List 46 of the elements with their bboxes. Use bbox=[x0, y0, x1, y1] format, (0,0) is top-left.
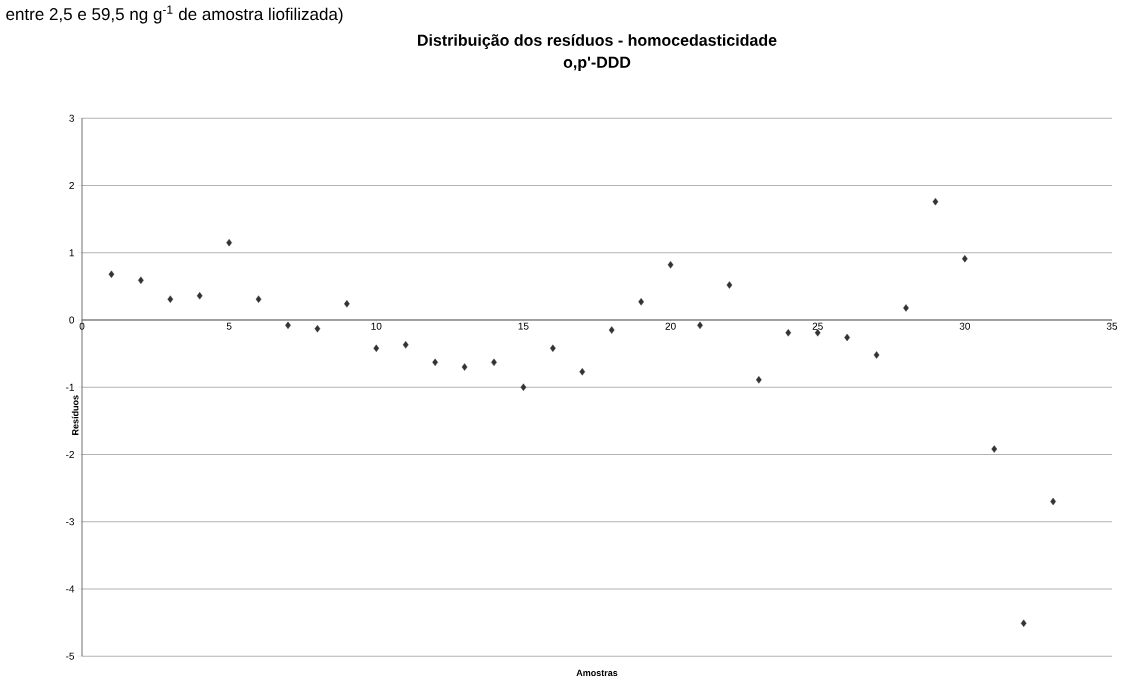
point bbox=[579, 368, 586, 376]
x-tick-label: 10 bbox=[371, 322, 382, 330]
y-tick-label: 3 bbox=[69, 114, 75, 122]
point bbox=[962, 255, 968, 263]
point bbox=[756, 376, 762, 384]
point bbox=[932, 197, 939, 206]
point bbox=[1020, 619, 1027, 627]
point bbox=[667, 261, 674, 269]
point bbox=[873, 351, 880, 359]
x-tick-label: 30 bbox=[959, 322, 971, 330]
y-tick-label: -2 bbox=[66, 451, 74, 458]
x-tick-label: 25 bbox=[812, 322, 823, 330]
chart-subtitle: o,p'-DDD bbox=[563, 56, 631, 72]
x-tick-label: 0 bbox=[79, 322, 85, 330]
x-axis-title: Amostras bbox=[576, 669, 618, 677]
y-tick-label: -3 bbox=[66, 518, 75, 526]
y-tick-label: -5 bbox=[66, 652, 75, 660]
point bbox=[196, 292, 203, 300]
x-tick-label: 35 bbox=[1106, 322, 1118, 330]
point bbox=[903, 304, 909, 312]
y-tick-label: -4 bbox=[66, 585, 75, 593]
point bbox=[991, 445, 998, 453]
x-tick-label: 20 bbox=[665, 322, 676, 330]
point bbox=[108, 270, 115, 278]
point bbox=[344, 300, 350, 308]
point bbox=[314, 325, 321, 333]
point bbox=[785, 329, 792, 337]
point bbox=[255, 295, 262, 303]
x-tick-label: 15 bbox=[518, 322, 529, 330]
point bbox=[167, 295, 174, 303]
y-tick-label: 1 bbox=[69, 249, 74, 257]
y-tick-label: -1 bbox=[66, 383, 74, 391]
y-tick-label: 0 bbox=[69, 316, 75, 324]
text: entre 2,5 e 59,5 ng g$^{-1}$ de amostra liofilizada) bbox=[6, 5, 343, 24]
point bbox=[373, 344, 380, 352]
point bbox=[461, 363, 468, 371]
point bbox=[638, 298, 644, 306]
x-tick-label: 5 bbox=[226, 322, 232, 330]
y-tick-label: 2 bbox=[69, 182, 74, 189]
point bbox=[726, 281, 733, 289]
point bbox=[608, 326, 615, 334]
point bbox=[520, 383, 527, 391]
chart-title: Distribuição dos resíduos - homocedasticidade bbox=[418, 34, 777, 50]
y-axis-title: Resíduos bbox=[71, 395, 79, 435]
point bbox=[402, 341, 409, 349]
point bbox=[550, 344, 556, 352]
